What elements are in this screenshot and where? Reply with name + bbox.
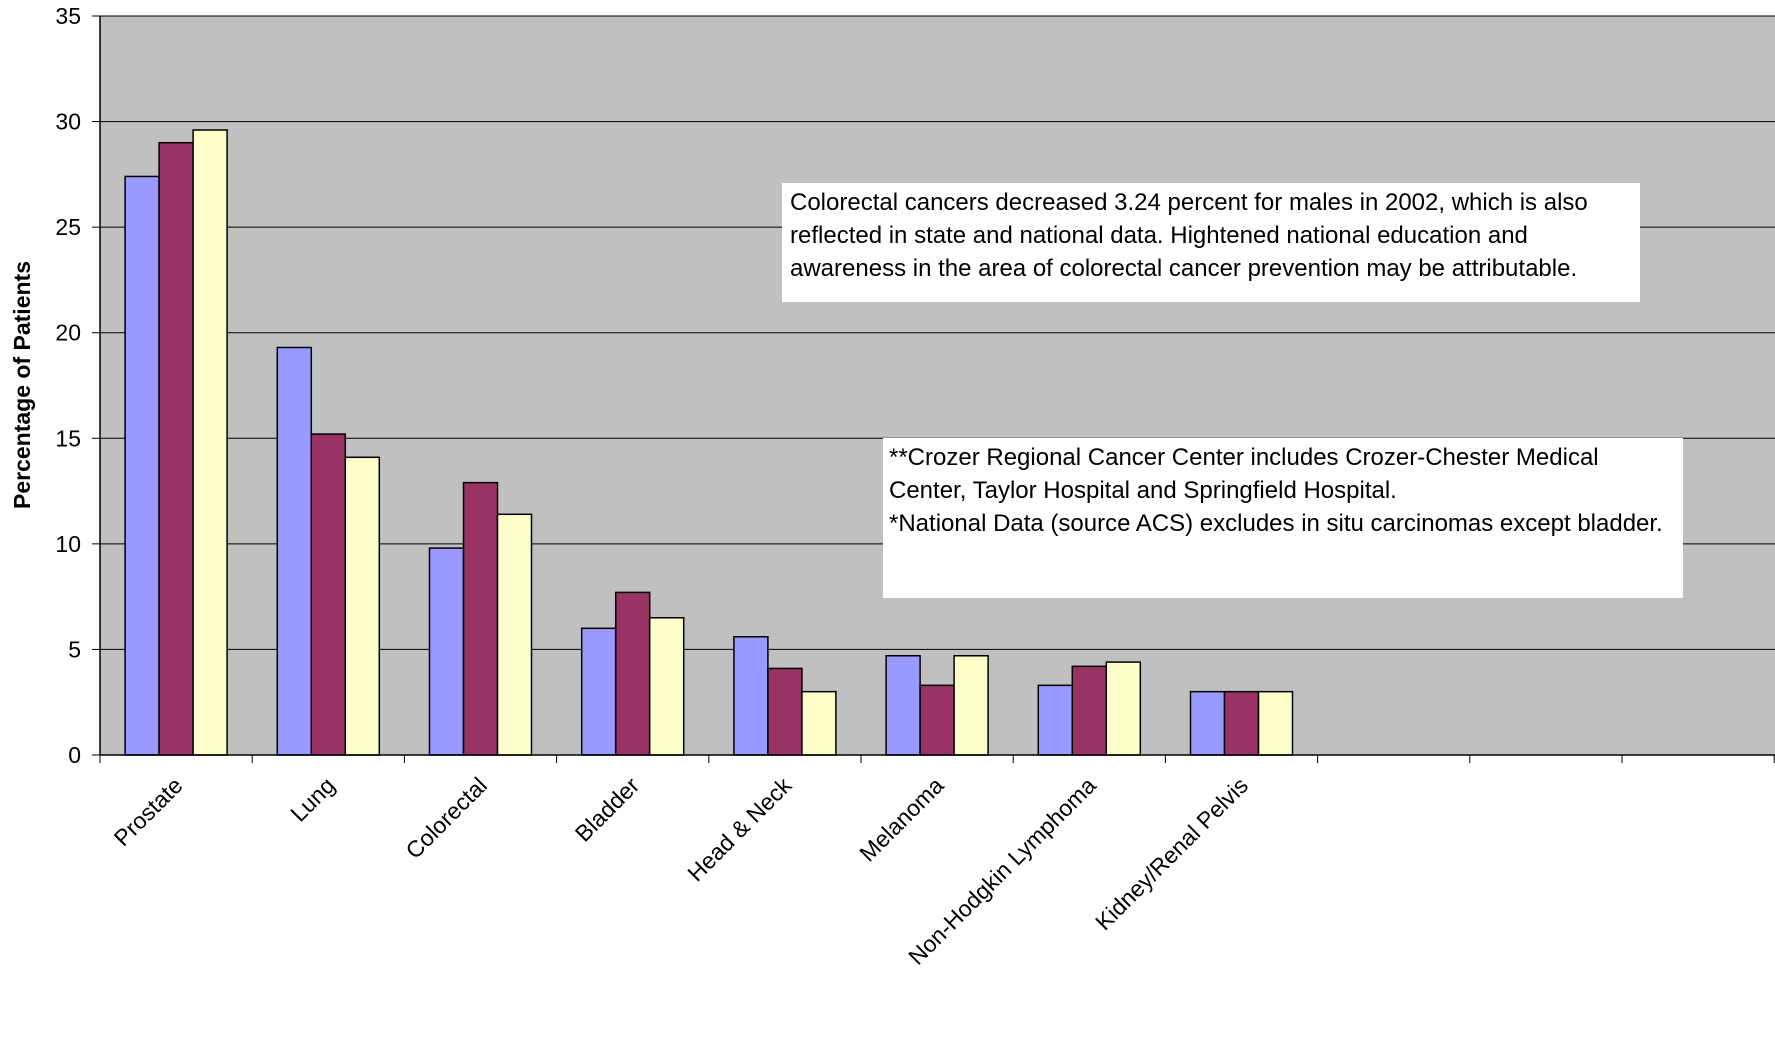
x-tick-label: Lung [285, 772, 340, 827]
bar [158, 141, 194, 756]
y-tick-label: 25 [55, 214, 81, 240]
x-tick-label: Bladder [570, 772, 645, 847]
y-tick-label: 20 [55, 320, 81, 346]
bar [462, 481, 499, 756]
colorectal-annotation: Colorectal cancers decreased 3.24 percen… [782, 183, 1640, 302]
bar [885, 655, 921, 756]
bar [192, 129, 228, 756]
bar [1071, 665, 1108, 756]
bar [1037, 684, 1074, 756]
bar [1105, 661, 1142, 756]
x-tick-label: Colorectal [400, 772, 492, 864]
y-tick-label: 10 [55, 531, 81, 557]
bar [276, 346, 313, 756]
x-tick-label: Prostate [109, 772, 188, 851]
x-tick-label: Melanoma [854, 772, 948, 866]
y-tick-label: 30 [55, 109, 81, 135]
bar [801, 690, 837, 756]
y-tick-label: 15 [55, 425, 81, 451]
bar [733, 636, 769, 756]
y-tick-label: 35 [55, 3, 81, 29]
axes [99, 16, 1775, 763]
bar [919, 684, 955, 756]
bar [614, 591, 651, 756]
bar [580, 627, 617, 756]
bars [124, 129, 1294, 756]
bar [428, 547, 465, 756]
x-tick-label: Head & Neck [682, 772, 797, 887]
y-tick-label: 0 [68, 742, 81, 768]
bar [1189, 690, 1226, 756]
bar [310, 433, 347, 756]
y-tick-label: 5 [68, 636, 81, 662]
bar [1257, 690, 1294, 756]
bar [124, 175, 160, 756]
x-tick-labels: Prostate Lung Colorectal Bladder Head & Neck… [109, 772, 1253, 970]
y-axis-title: Percentage of Patients [9, 261, 35, 509]
y-tick-labels: 0 5 10 15 20 25 30 35 [55, 3, 81, 768]
bar [496, 513, 533, 756]
bar [953, 655, 989, 756]
bar [767, 667, 803, 756]
bar [344, 456, 381, 756]
x-tick-label: Kidney/Renal Pelvis [1090, 772, 1253, 935]
bar [1223, 690, 1260, 756]
bar [648, 617, 685, 756]
data-source-footnote: **Crozer Regional Cancer Center includes… [883, 438, 1683, 598]
